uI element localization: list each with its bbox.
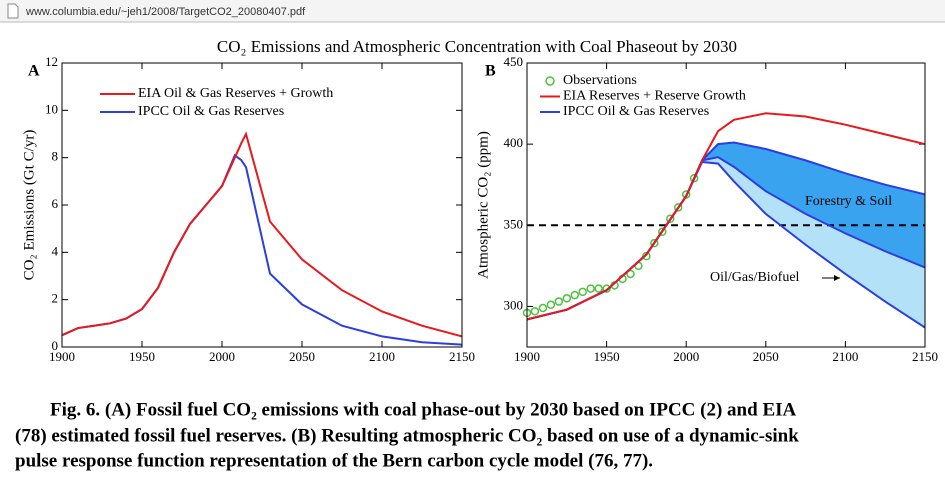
y-tick-label: 10 bbox=[45, 101, 58, 116]
panel-label: B bbox=[485, 63, 496, 80]
page-icon bbox=[7, 3, 19, 19]
observation bbox=[681, 190, 691, 199]
observation bbox=[673, 203, 683, 212]
x-tick-label: 1950 bbox=[594, 349, 620, 364]
caption-line: pulse response function representation o… bbox=[15, 450, 653, 471]
x-tick-label: 2050 bbox=[289, 349, 315, 364]
x-tick-label: 1900 bbox=[49, 349, 75, 364]
panel-label: A bbox=[28, 63, 40, 80]
x-tick-label: 1950 bbox=[129, 349, 155, 364]
figure-title: CO₂ Emissions and Atmospheric Concentrat… bbox=[217, 37, 737, 56]
observation bbox=[554, 297, 564, 306]
y-tick-label: 6 bbox=[52, 196, 59, 211]
plot-frame bbox=[61, 62, 463, 348]
band-fill bbox=[527, 142, 925, 320]
band-label: Forestry & Soil bbox=[805, 194, 892, 209]
observation bbox=[578, 287, 587, 297]
x-tick-label: 2150 bbox=[449, 349, 475, 364]
legend-label: IPCC Oil & Gas Reserves bbox=[138, 104, 284, 119]
series-line bbox=[62, 131, 462, 338]
legend-label: EIA Oil & Gas Reserves + Growth bbox=[138, 86, 333, 101]
x-tick-label: 2000 bbox=[673, 349, 699, 364]
observation bbox=[658, 227, 667, 237]
x-tick-label: 2100 bbox=[832, 349, 858, 364]
y-tick-label: 2 bbox=[52, 291, 59, 306]
observation bbox=[602, 284, 611, 293]
y-tick-label: 300 bbox=[504, 297, 524, 312]
band-fill bbox=[527, 157, 925, 328]
observation bbox=[538, 303, 548, 313]
address-bar bbox=[0, 0, 945, 22]
legend-marker bbox=[545, 76, 555, 86]
y-tick-label: 450 bbox=[504, 54, 524, 69]
observation bbox=[546, 300, 556, 310]
observation bbox=[626, 269, 635, 279]
observation bbox=[666, 214, 675, 224]
y-axis-label: Atmospheric CO₂ (ppm) bbox=[475, 131, 491, 279]
arrow-head bbox=[834, 275, 840, 281]
y-axis-label: CO₂ Emissions (Gt C/yr) bbox=[21, 130, 37, 281]
y-tick-label: 4 bbox=[52, 243, 59, 258]
caption-line: (78) estimated fossil fuel reserves. (B)… bbox=[15, 425, 799, 446]
x-tick-label: 2050 bbox=[753, 349, 779, 364]
series-line bbox=[62, 153, 462, 346]
y-tick-label: 0 bbox=[52, 338, 59, 353]
y-tick-label: 350 bbox=[504, 216, 524, 231]
observation bbox=[530, 307, 540, 316]
observation bbox=[650, 238, 659, 248]
y-tick-label: 8 bbox=[52, 149, 59, 164]
x-tick-label: 1900 bbox=[514, 349, 540, 364]
band-label: Oil/Gas/Biofuel bbox=[710, 270, 800, 285]
legend-label: IPCC Oil & Gas Reserves bbox=[563, 104, 709, 119]
observation bbox=[642, 251, 651, 261]
x-tick-label: 2100 bbox=[369, 349, 395, 364]
plot-frame bbox=[526, 62, 926, 348]
x-tick-label: 2150 bbox=[912, 349, 938, 364]
observation bbox=[562, 294, 572, 303]
observation bbox=[570, 290, 580, 300]
y-tick-label: 12 bbox=[45, 54, 58, 69]
x-tick-label: 2000 bbox=[209, 349, 235, 364]
url[interactable]: www.columbia.edu/~jeh1/2008/TargetCO2_20… bbox=[25, 6, 306, 18]
caption-line: Fig. 6. (A) Fossil fuel CO₂ emissions wi… bbox=[50, 399, 797, 420]
observation bbox=[594, 284, 603, 293]
observation bbox=[689, 173, 699, 183]
observation bbox=[586, 284, 595, 293]
legend-label: Observations bbox=[563, 73, 637, 88]
y-tick-label: 400 bbox=[504, 135, 524, 150]
series-line bbox=[527, 112, 925, 321]
legend-label: EIA Reserves + Reserve Growth bbox=[563, 89, 746, 104]
